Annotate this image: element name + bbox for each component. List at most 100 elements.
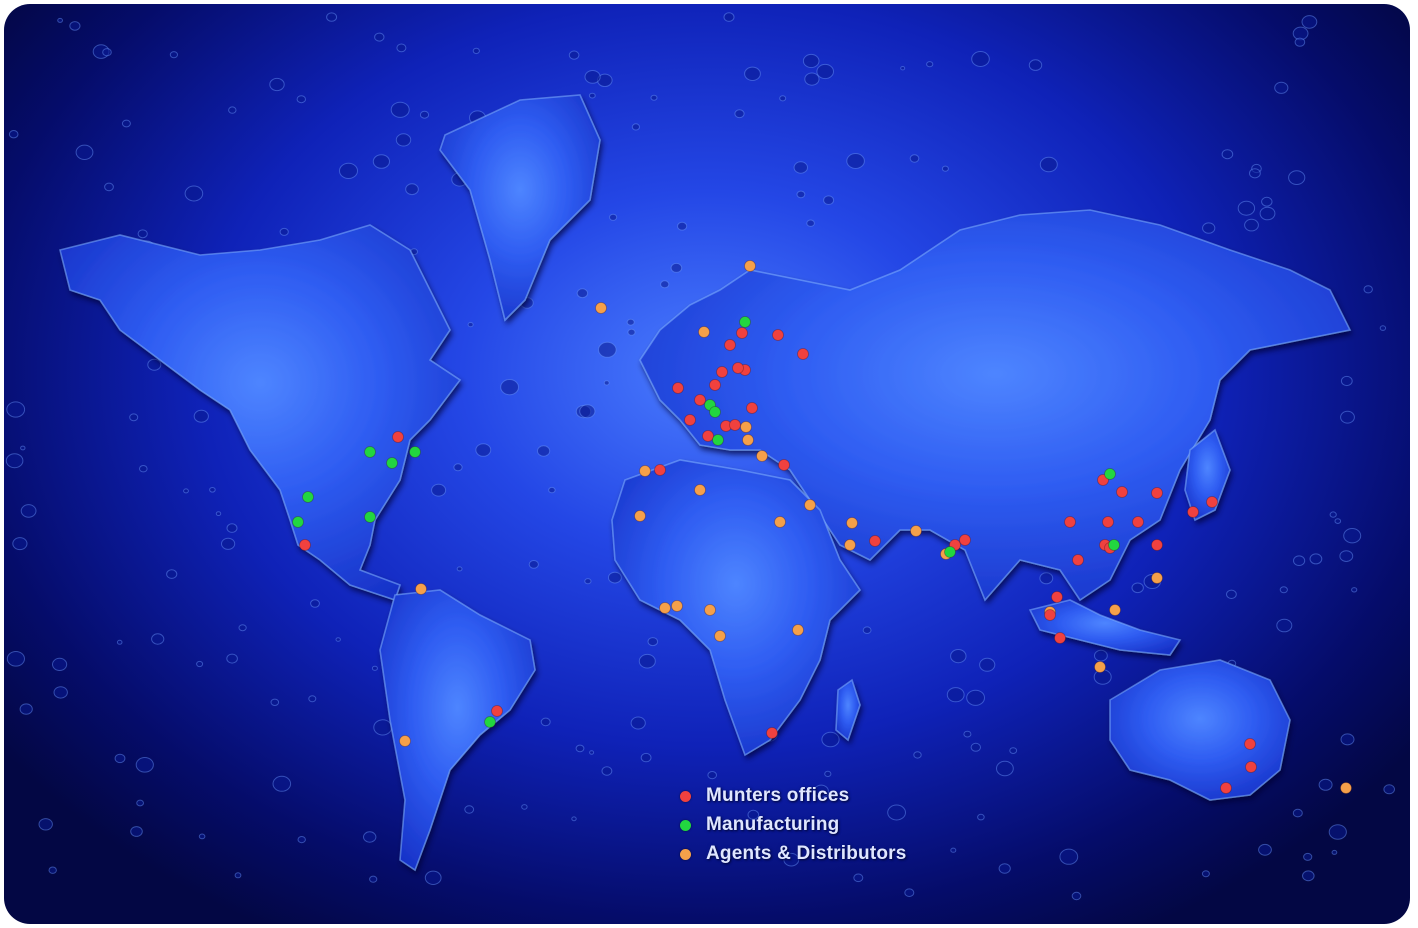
water-droplet (744, 66, 761, 82)
agent-marker (639, 465, 651, 477)
agent-marker (399, 735, 411, 747)
legend-manufacturing-dot-icon (680, 819, 691, 831)
water-droplet (998, 863, 1011, 874)
office-marker (299, 539, 311, 551)
manufacturing-marker (739, 316, 751, 328)
water-droplet (196, 660, 204, 668)
water-droplet (269, 77, 285, 92)
water-droplet (1301, 15, 1318, 29)
water-droplet (806, 219, 815, 227)
water-droplet (650, 94, 658, 101)
water-droplet (950, 649, 967, 664)
water-droplet (20, 445, 26, 451)
agent-marker (844, 539, 856, 551)
water-droplet (1292, 808, 1303, 818)
water-droplet (1039, 156, 1058, 173)
water-droplet (169, 51, 178, 59)
manufacturing-marker (944, 546, 956, 558)
water-droplet (1343, 528, 1362, 544)
water-droplet (1302, 870, 1315, 882)
water-droplet (102, 48, 112, 57)
agent-marker (774, 516, 786, 528)
office-marker (746, 402, 758, 414)
water-droplet (950, 847, 957, 853)
office-marker (1220, 782, 1232, 794)
water-droplet (183, 488, 189, 494)
water-droplet (1071, 891, 1082, 901)
agent-marker (595, 302, 607, 314)
water-droplet (371, 665, 378, 671)
agent-marker (744, 260, 756, 272)
water-droplet (1249, 168, 1261, 179)
water-droplet (626, 318, 635, 326)
water-droplet (6, 401, 26, 418)
water-droplet (20, 504, 37, 518)
water-droplet (638, 653, 656, 669)
legend-item-manufacturing: Manufacturing (680, 813, 840, 837)
agent-marker (714, 630, 726, 642)
office-marker (1064, 516, 1076, 528)
agent-marker (698, 326, 710, 338)
location-markers (292, 260, 1352, 794)
water-droplet (631, 123, 641, 131)
water-droplet (900, 66, 906, 71)
water-droplet (670, 262, 683, 273)
water-droplet (1329, 511, 1337, 518)
water-droplet (1340, 375, 1353, 387)
water-droplet (151, 633, 165, 645)
africa-landmass (611, 459, 862, 757)
water-droplet (977, 813, 985, 821)
office-marker (1044, 609, 1056, 621)
office-marker (684, 414, 696, 426)
water-droplet (601, 766, 613, 776)
office-marker (736, 327, 748, 339)
water-droplet (136, 799, 145, 807)
agent-marker (804, 499, 816, 511)
water-droplet (1309, 553, 1323, 565)
water-droplet (627, 328, 636, 336)
north-america-landmass (59, 224, 462, 602)
office-marker (724, 339, 736, 351)
water-droplet (53, 686, 68, 699)
water-droplet (598, 341, 617, 358)
office-marker (1245, 761, 1257, 773)
water-droplet (114, 753, 126, 764)
water-droplet (456, 566, 463, 572)
water-droplet (540, 717, 551, 727)
manufacturing-marker (386, 457, 398, 469)
water-droplet (575, 744, 585, 753)
office-marker (772, 329, 784, 341)
water-droplet (640, 752, 652, 763)
water-droplet (1379, 325, 1387, 331)
water-droplet (853, 873, 864, 883)
office-marker (797, 348, 809, 360)
office-marker (1244, 738, 1256, 750)
water-droplet (793, 161, 808, 174)
water-droplet (326, 12, 338, 22)
water-droplet (238, 624, 247, 632)
water-droplet (130, 826, 143, 837)
water-droplet (184, 185, 204, 202)
water-droplet (1039, 572, 1054, 585)
south-america-landmass (379, 589, 536, 872)
water-droplet (779, 95, 787, 102)
water-droplet (660, 280, 670, 289)
water-droplet (1009, 747, 1018, 754)
water-droplet (1334, 518, 1342, 524)
office-marker (709, 379, 721, 391)
water-droplet (589, 750, 595, 755)
office-marker (869, 535, 881, 547)
water-droplet (135, 757, 154, 773)
agent-marker (740, 421, 752, 433)
office-marker (1072, 554, 1084, 566)
legend-item-offices: Munters offices (680, 784, 849, 808)
water-droplet (147, 358, 162, 371)
water-droplet (723, 12, 735, 22)
water-droplet (528, 560, 539, 569)
water-droplet (846, 153, 865, 169)
water-droplet (226, 653, 238, 664)
water-droplet (1261, 196, 1273, 207)
legend-item-agents: Agents & Distributors (680, 842, 907, 866)
water-droplet (228, 106, 237, 114)
water-droplet (1259, 206, 1276, 221)
